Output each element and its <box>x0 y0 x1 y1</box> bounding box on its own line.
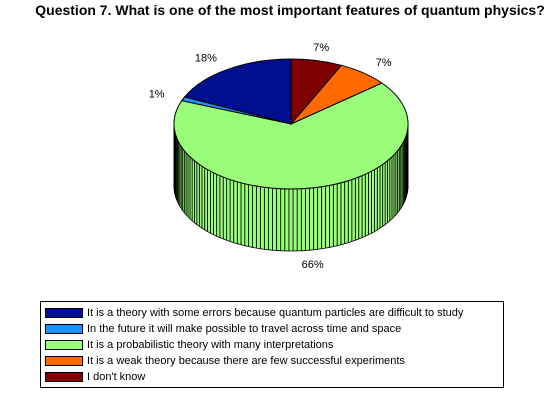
legend-label: In the future it will make possible to t… <box>87 323 402 335</box>
chart-title: Question 7. What is one of the most impo… <box>35 2 545 18</box>
pie-chart: 18% 1% 66% 7% 7% <box>149 42 409 271</box>
legend-swatch <box>45 308 83 318</box>
legend-item-2: In the future it will make possible to t… <box>45 321 499 337</box>
legend-label: I don't know <box>87 371 146 383</box>
legend-swatch <box>45 356 83 366</box>
pie-labels: 18% 1% 66% 7% 7% <box>149 42 392 271</box>
legend-swatch <box>45 340 83 350</box>
slice-label-1: 18% <box>195 53 217 65</box>
legend-swatch <box>45 324 83 334</box>
legend-swatch <box>45 372 83 382</box>
legend-item-1: It is a theory with some errors because … <box>45 305 499 321</box>
slice-label-3: 66% <box>302 259 324 271</box>
legend-item-5: I don't know <box>45 369 499 385</box>
pie-slice-5 <box>290 58 343 126</box>
chart-legend: It is a theory with some errors because … <box>40 301 504 388</box>
legend-item-4: It is a weak theory because there are fe… <box>45 353 499 369</box>
pie-side-walls <box>173 123 409 252</box>
legend-item-3: It is a probabilistic theory with many i… <box>45 337 499 353</box>
legend-label: It is a probabilistic theory with many i… <box>87 339 334 351</box>
slice-label-5: 7% <box>313 42 329 54</box>
pie-slice-1 <box>183 58 292 125</box>
pie-slice-3 <box>173 82 409 190</box>
slice-label-2: 1% <box>149 89 165 101</box>
pie-top <box>173 58 409 190</box>
legend-label: It is a weak theory because there are fe… <box>87 355 405 367</box>
legend-label: It is a theory with some errors because … <box>87 307 464 319</box>
slice-label-4: 7% <box>376 57 392 69</box>
